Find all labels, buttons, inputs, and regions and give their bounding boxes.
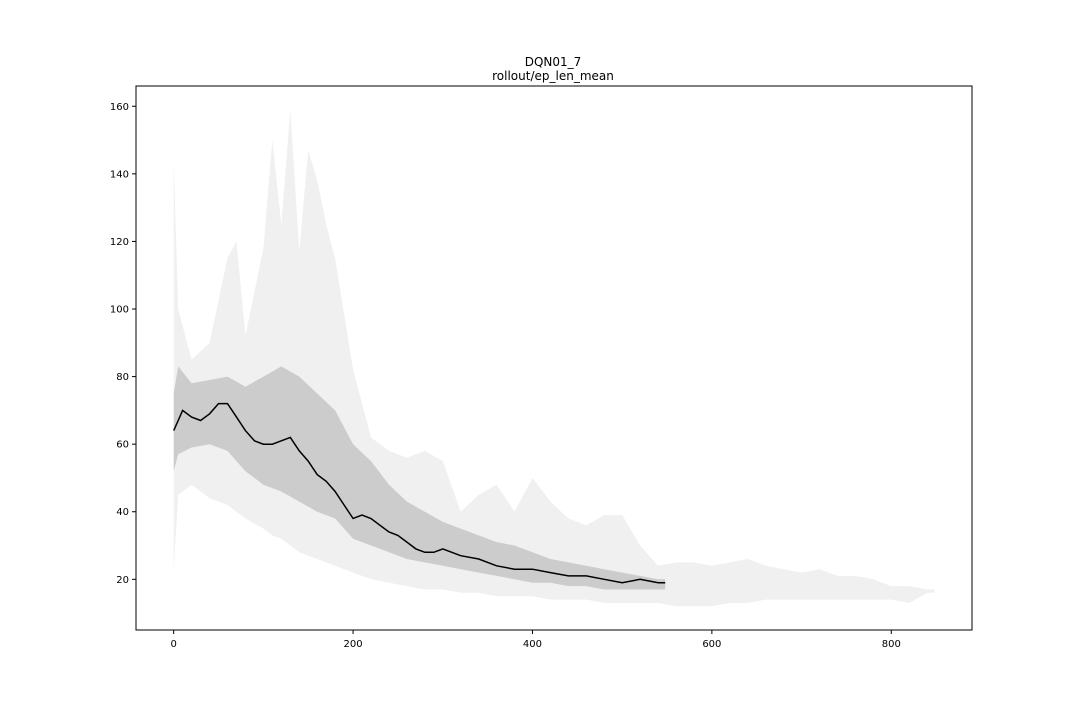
y-axis: 20 40 60 80 100 120 140 160 bbox=[110, 102, 136, 586]
plot-frame bbox=[135, 85, 973, 631]
y-tick-label: 140 bbox=[110, 169, 129, 180]
x-tick-label: 800 bbox=[882, 639, 901, 650]
x-tick-label: 400 bbox=[523, 639, 542, 650]
x-tick-label: 0 bbox=[170, 639, 176, 650]
plot-area bbox=[173, 109, 935, 607]
mean-line bbox=[173, 402, 666, 584]
y-tick-label: 100 bbox=[110, 305, 129, 316]
y-tick-label: 120 bbox=[110, 237, 129, 248]
y-tick-label: 160 bbox=[110, 102, 129, 113]
y-tick-label: 80 bbox=[116, 372, 129, 383]
chart-title: DQN01_7 bbox=[525, 55, 582, 69]
y-tick-label: 60 bbox=[116, 440, 129, 451]
y-tick-label: 40 bbox=[116, 507, 129, 518]
y-tick-label: 20 bbox=[116, 575, 129, 586]
x-axis: 0 200 400 600 800 bbox=[170, 630, 901, 650]
chart-subtitle: rollout/ep_len_mean bbox=[492, 69, 614, 83]
x-tick-label: 200 bbox=[344, 639, 363, 650]
inner-band bbox=[173, 366, 666, 590]
x-tick-label: 600 bbox=[702, 639, 721, 650]
